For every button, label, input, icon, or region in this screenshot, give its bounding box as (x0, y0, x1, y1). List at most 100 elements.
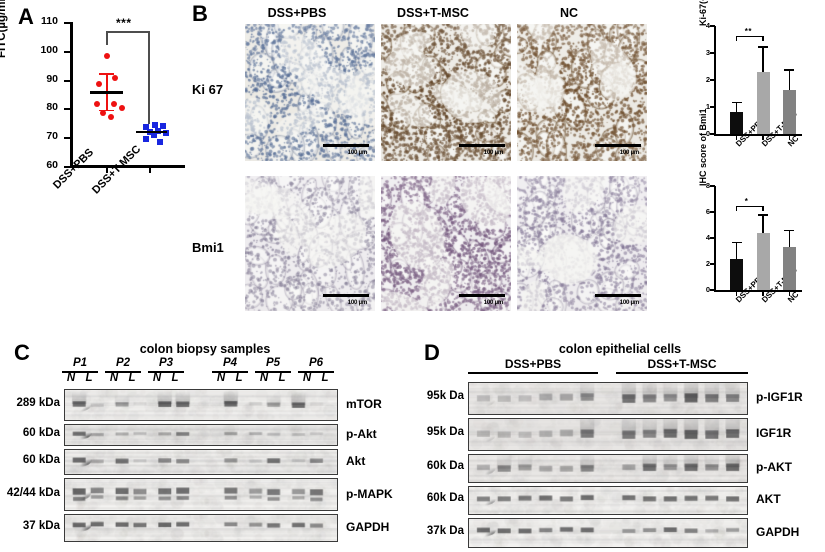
panel-d-group-label: DSS+T-MSC (647, 357, 717, 371)
chart-ytick-label: 6 (705, 207, 710, 216)
mean-line (90, 91, 123, 94)
micrograph-bmi1-dss-t-msc: 100 µm (381, 176, 511, 311)
blot-row-gapdh (468, 518, 748, 548)
panel-d-letter: D (424, 340, 440, 365)
panel-c-patient-rule (62, 371, 98, 373)
blot-mw-label: 289 kDa (16, 397, 60, 409)
chart-error-bar-cap (784, 69, 795, 71)
blot-row-p-mapk (64, 478, 338, 511)
blot-mw-label: 60 kDa (22, 454, 60, 466)
chart-bmi1-ylabel: IHC score of Bmi1 (698, 108, 708, 186)
panel-a-ytick-label: 70 (46, 130, 58, 143)
blot-protein-label: IGF1R (756, 426, 792, 440)
chart-xtick (762, 292, 764, 296)
blot-protein-label: p-Akt (346, 427, 377, 441)
data-point (152, 121, 158, 128)
mean-line (136, 130, 167, 134)
blot-protein-label: AKT (756, 492, 781, 506)
chart-xtick (762, 136, 764, 140)
data-point (94, 101, 100, 107)
panel-b-letter: B (192, 1, 208, 26)
scale-bar (459, 144, 505, 147)
panel-b-row-header: Ki 67 (192, 82, 224, 97)
blot-row-p-akt (468, 454, 748, 483)
chart-ytick (710, 106, 715, 108)
blot-protein-label: p-AKT (756, 460, 792, 474)
blot-row-gapdh (64, 514, 338, 542)
blot-protein-label: p-IGF1R (756, 390, 803, 404)
blot-row-p-akt (64, 424, 338, 446)
blot-mw-label: 60 kDa (22, 427, 60, 439)
chart-error-bar-cap (758, 214, 768, 216)
panel-c-lane-label: N (66, 372, 76, 384)
chart-bar (730, 258, 744, 290)
data-point (143, 135, 149, 142)
panel-c-title: colon biopsy samples (139, 342, 271, 356)
scale-bar-label: 100 µm (483, 150, 503, 156)
blot-mw-label: 42/44 kDa (6, 487, 60, 499)
panel-c-lane-label: L (235, 372, 243, 384)
blot-protein-label: GAPDH (756, 525, 800, 539)
chart-significance: * (744, 197, 749, 206)
panel-c-lane-label: L (171, 372, 179, 384)
chart-ytick-label: 0 (705, 285, 710, 294)
chart-sig-bracket (736, 36, 763, 38)
panel-a-y-axis (70, 22, 73, 167)
chart-xtick (788, 292, 791, 296)
blot-row-akt (64, 449, 338, 475)
chart-ytick-label: 8 (705, 181, 710, 190)
chart-error-bar-cap (731, 101, 742, 103)
panel-d-title: colon epithelial cells (558, 342, 682, 356)
panel-c-patient-label: P2 (115, 357, 131, 369)
panel-a-ytick (64, 50, 71, 53)
data-point (104, 53, 110, 60)
panel-c-patient-label: P1 (72, 357, 88, 369)
panel-b-column-header: DSS+PBS (267, 6, 327, 20)
panel-d-group-rule (616, 372, 748, 374)
panel-c: C colon biopsy samples P1 P2 P3 P4 P5 P6… (0, 332, 420, 552)
chart-ytick (710, 79, 715, 81)
panel-a-sig-bracket-right (148, 31, 150, 124)
blot-mw-label: 95k Da (426, 390, 464, 402)
scale-bar-label: 100 µm (347, 300, 367, 306)
data-point (112, 75, 118, 82)
blot-protein-label: GAPDH (346, 520, 390, 534)
chart-bar (782, 89, 796, 134)
panel-a-ytick (64, 22, 71, 24)
panel-a-xtick-label: DSS+T-MSC (90, 143, 144, 197)
chart-error-bar (762, 46, 764, 72)
panel-a-xtick (106, 167, 108, 173)
chart-sig-bracket (736, 206, 763, 208)
blot-mw-label: 37k Da (426, 525, 464, 537)
panel-a-ytick (64, 166, 71, 168)
blot-row-igf1r (468, 418, 748, 451)
data-point (108, 113, 114, 120)
panel-c-lane-label: N (152, 372, 162, 384)
scale-bar-label: 100 µm (483, 300, 503, 306)
chart-bar (782, 246, 796, 290)
panel-c-patient-rule (255, 371, 291, 373)
chart-bmi1-y-axis (714, 186, 716, 290)
chart-sig-bracket-tick (735, 36, 738, 41)
blot-row-mtor (64, 389, 338, 421)
panel-d-group-label: DSS+PBS (504, 357, 562, 371)
chart-ytick (710, 52, 715, 54)
panel-b: B DSS+PBS DSS+T-MSC NC Ki 67 Bmi1 100 µm… (190, 0, 670, 332)
scale-bar-label: 100 µm (619, 300, 639, 306)
panel-c-lane-label: L (321, 372, 329, 384)
blot-protein-label: Akt (346, 454, 366, 468)
chart-error-bar (788, 229, 791, 247)
panel-a-significance: *** (116, 16, 132, 30)
data-point (96, 81, 102, 88)
data-point (143, 124, 149, 130)
panel-c-patient-label: P5 (265, 357, 281, 369)
panel-a-ytick (64, 108, 71, 111)
chart-error-bar-cap (758, 46, 768, 48)
data-point (100, 110, 106, 117)
panel-a-x-axis (70, 165, 185, 168)
chart-bmi1-x-axis (714, 290, 802, 292)
data-point (111, 100, 117, 107)
scale-bar (323, 144, 369, 147)
scale-bar-label: 100 µm (619, 150, 639, 156)
